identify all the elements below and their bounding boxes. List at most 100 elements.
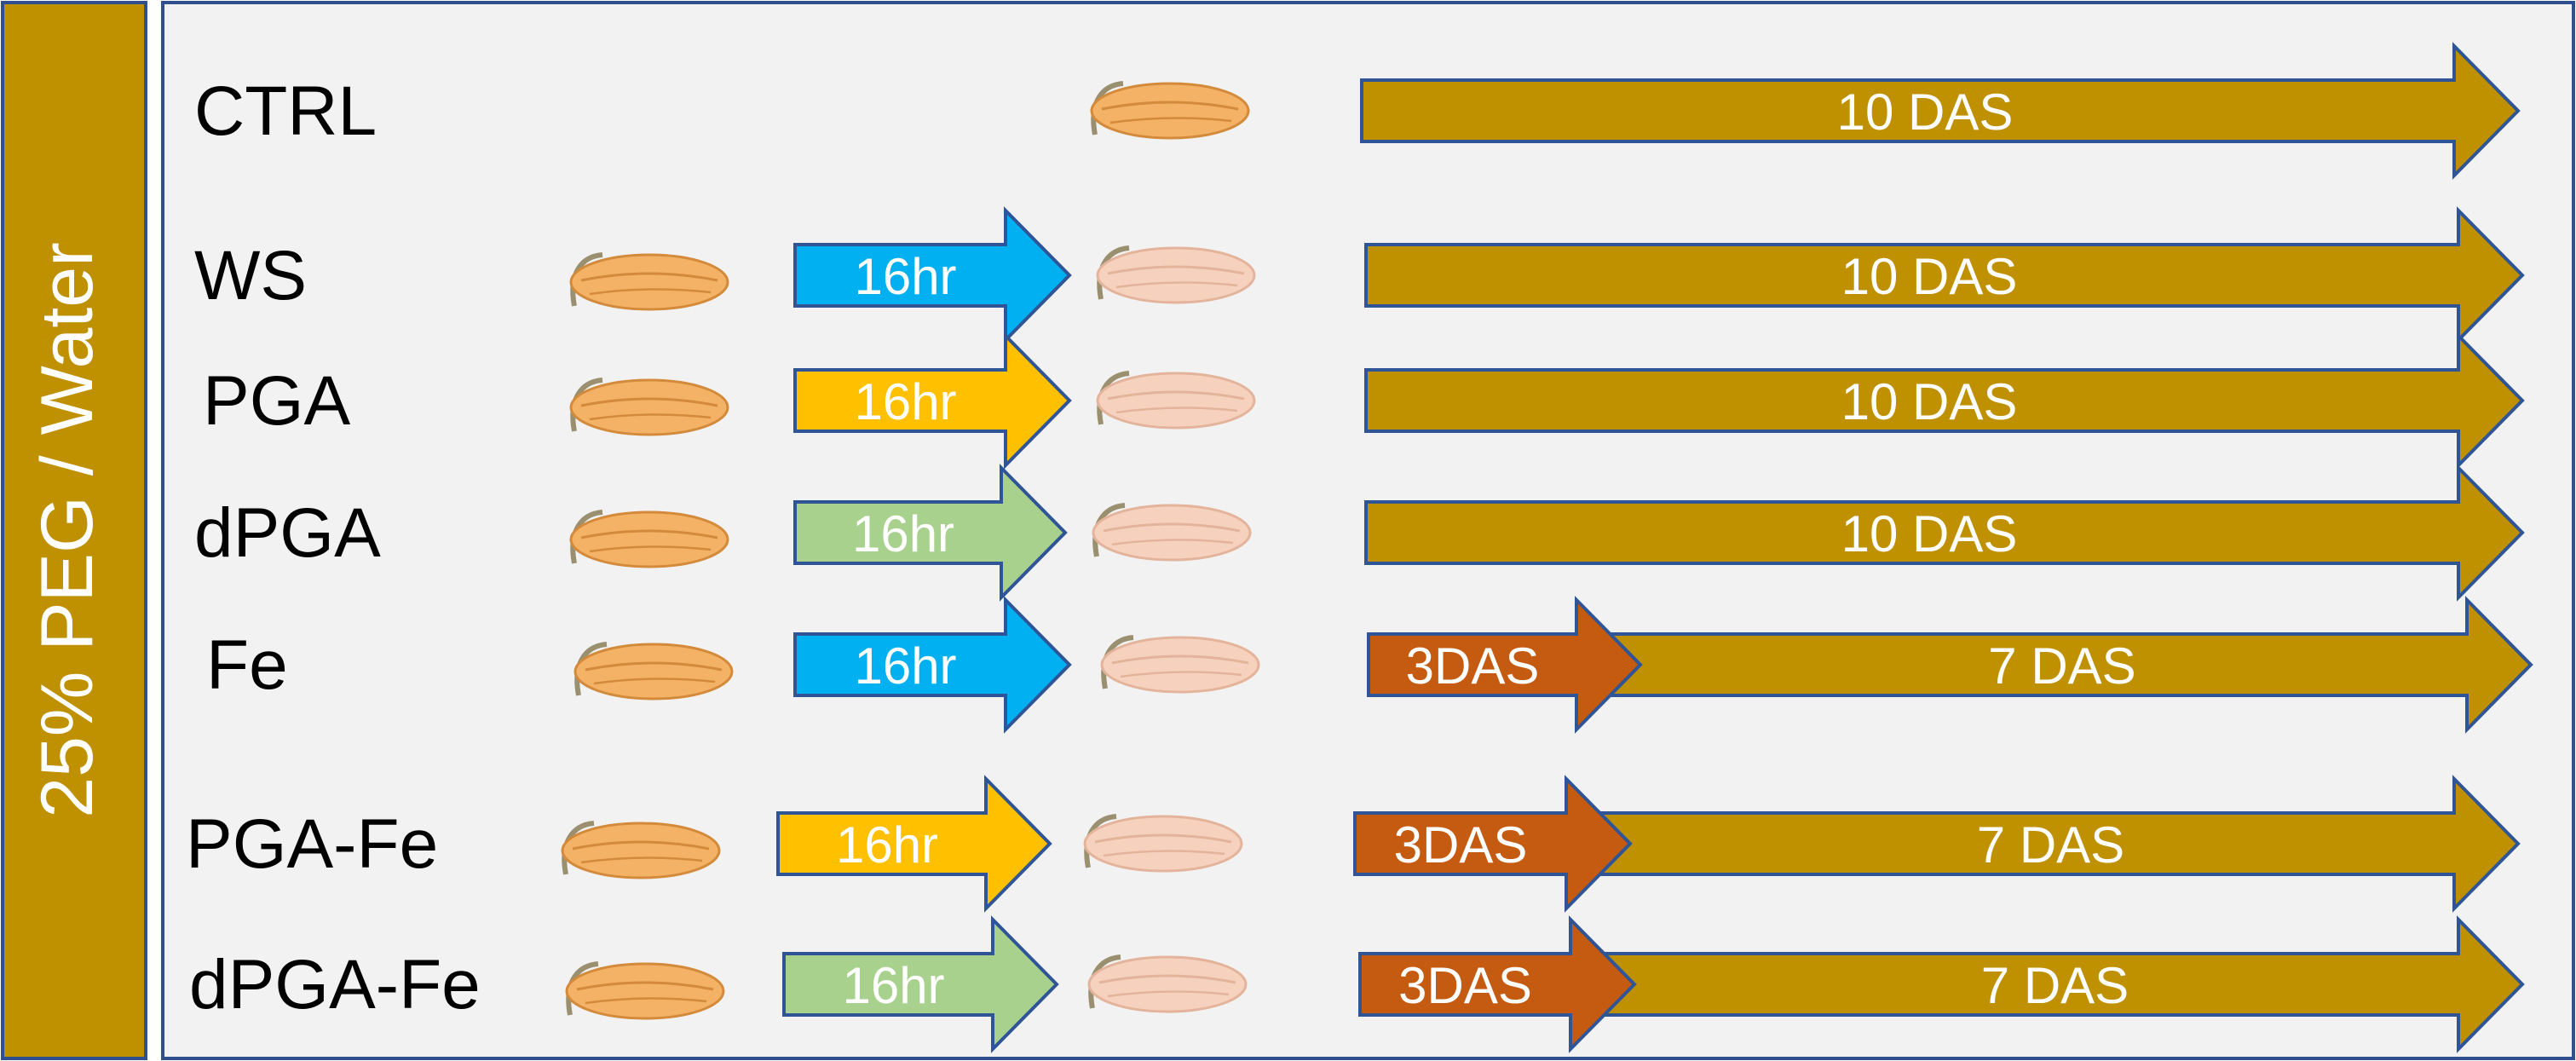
seed-awn (570, 510, 603, 564)
soaked-seed-icon (1092, 503, 1252, 562)
dry-seed-icon (569, 510, 729, 568)
seed-groove (1111, 539, 1234, 546)
seed-groove (580, 529, 718, 539)
das3-arrow-label: 3DAS (1398, 957, 1532, 1014)
dry-seed-icon (561, 821, 721, 879)
soak-arrow: 16hr (793, 206, 1072, 344)
seed-body (1100, 636, 1260, 694)
das-arrow-label: 10 DAS (1837, 84, 2014, 141)
das-arrow: 7 DAS (1353, 775, 2521, 913)
soak-arrow-label: 16hr (854, 373, 956, 430)
row-label: dPGA-Fe (189, 946, 481, 1024)
soak-arrow-shape (793, 464, 1068, 602)
dry-seed-icon (569, 378, 729, 436)
seed-groove (1101, 101, 1239, 111)
das-arrow: 10 DAS (1364, 464, 2525, 602)
seed-groove (580, 397, 718, 407)
seed-awn (1097, 371, 1130, 425)
seed-body (1090, 82, 1250, 140)
row-label: PGA (203, 362, 350, 440)
seed-groove (1094, 833, 1232, 844)
dry-seed-icon (569, 252, 729, 311)
soak-arrow-label: 16hr (852, 505, 954, 562)
das-arrow-label: 7 DAS (1977, 816, 2124, 874)
seed-awn (562, 821, 595, 875)
seed-body (569, 510, 729, 568)
seed-groove (1107, 265, 1245, 275)
seed-groove (580, 856, 703, 864)
row-label: WS (194, 237, 307, 314)
seed-awn (1088, 954, 1121, 1009)
seed-body (561, 822, 721, 879)
seed-groove (1103, 522, 1241, 533)
seed-groove (1107, 390, 1245, 401)
seed-body (1096, 372, 1256, 430)
das3-arrow: 3DAS (1353, 775, 1633, 913)
treatment-row: dPGA-Fe 16hr 7 DAS 3DAS (189, 915, 2525, 1053)
seed-awn (570, 252, 603, 307)
das-arrow-label: 10 DAS (1841, 505, 2018, 562)
das-arrow: 10 DAS (1364, 332, 2525, 470)
seed-body (1092, 504, 1252, 562)
soak-arrow-label: 16hr (854, 637, 956, 695)
seed-groove (576, 981, 714, 991)
seed-groove (580, 272, 718, 282)
seed-groove (1115, 281, 1238, 289)
das3-arrow-shape (1353, 775, 1633, 913)
soak-arrow: 16hr (793, 464, 1068, 602)
seed-groove (585, 997, 707, 1005)
row-label: Fe (206, 626, 288, 704)
soak-arrow: 16hr (793, 332, 1072, 470)
seed-groove (1111, 654, 1249, 665)
soak-arrow: 16hr (793, 596, 1072, 734)
seed-awn (1091, 81, 1124, 136)
seed-body (569, 378, 729, 436)
das-arrow-shape (1364, 464, 2525, 602)
seed-body (1096, 246, 1256, 304)
row-label: dPGA (194, 494, 381, 572)
seed-groove (1098, 974, 1236, 984)
treatment-rows: CTRL 10 DAS WS 16hr 10 DAS PGA 16hr 10 DAS dPGA 1… (186, 42, 2533, 1053)
seed-body (569, 253, 729, 311)
seed-groove (1109, 117, 1232, 124)
das-arrow-shape (1360, 42, 2521, 180)
seed-groove (593, 678, 716, 685)
seed-awn (566, 961, 599, 1016)
das-arrow-label: 10 DAS (1841, 248, 2018, 305)
seed-body (573, 643, 734, 701)
das-arrow: 10 DAS (1364, 206, 2525, 344)
seed-awn (1092, 503, 1126, 557)
soaked-seed-icon (1096, 371, 1256, 430)
das3-arrow-label: 3DAS (1394, 816, 1528, 874)
soaked-seed-icon (1087, 954, 1248, 1013)
treatment-row: CTRL 10 DAS (194, 42, 2521, 180)
treatment-row: WS 16hr 10 DAS (194, 206, 2525, 344)
das3-arrow: 3DAS (1358, 915, 1637, 1053)
dry-seed-icon (565, 961, 725, 1020)
soaked-seed-icon (1100, 635, 1260, 694)
soak-arrow-shape (793, 596, 1072, 734)
seed-awn (1097, 245, 1130, 300)
seed-groove (589, 288, 712, 296)
soak-arrow-label: 16hr (854, 248, 956, 305)
soaked-seed-icon (1096, 245, 1256, 304)
soaked-seed-icon (1083, 814, 1243, 873)
side-bar (1, 1, 147, 1060)
das3-arrow: 3DAS (1367, 596, 1643, 734)
seed-groove (1103, 850, 1225, 857)
dry-seed-icon (573, 642, 734, 701)
dry-seed-icon (1090, 81, 1250, 140)
seed-groove (1120, 671, 1242, 678)
soak-arrow-label: 16hr (842, 957, 944, 1014)
seed-groove (1115, 407, 1238, 414)
treatment-row: Fe 16hr 7 DAS 3DAS (206, 596, 2533, 734)
seed-groove (585, 661, 723, 672)
seed-body (565, 962, 725, 1020)
seed-body (1083, 815, 1243, 873)
row-label: CTRL (194, 72, 377, 150)
side-label: 25% PEG / Water (26, 242, 108, 818)
das3-arrow-shape (1367, 596, 1643, 734)
soak-arrow: 16hr (782, 915, 1059, 1053)
das3-arrow-label: 3DAS (1406, 637, 1540, 695)
soak-arrow: 16hr (776, 775, 1052, 913)
